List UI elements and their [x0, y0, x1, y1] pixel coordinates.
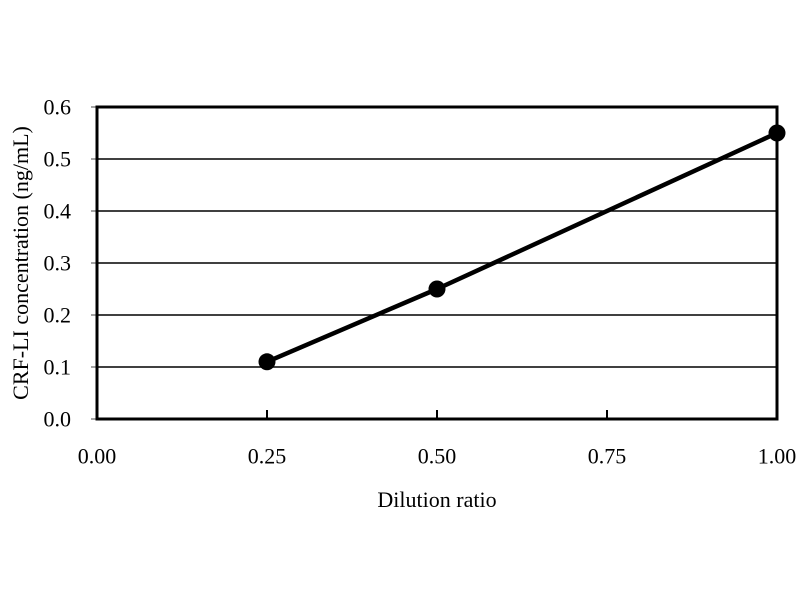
data-point — [768, 124, 786, 142]
y-tick-label: 0.2 — [44, 303, 72, 328]
y-tick-label: 0.3 — [44, 251, 72, 276]
y-tick-label: 0.1 — [44, 355, 72, 380]
y-tick-label: 0.0 — [44, 407, 72, 432]
x-tick-label: 0.75 — [588, 444, 627, 469]
y-axis-title: CRF-LI concentration (ng/mL) — [8, 126, 33, 400]
x-tick-label: 0.25 — [248, 444, 287, 469]
x-tick-label: 0.50 — [418, 444, 457, 469]
data-point — [428, 280, 446, 298]
data-line — [264, 130, 780, 365]
y-tick-label: 0.5 — [44, 147, 72, 172]
plot-frame — [95, 105, 779, 421]
y-tick-label: 0.4 — [44, 199, 72, 224]
x-tick-label: 1.00 — [758, 444, 797, 469]
y-tick-label: 0.6 — [44, 95, 72, 120]
x-tick-label: 0.00 — [78, 444, 117, 469]
data-point — [258, 353, 276, 371]
x-axis-title: Dilution ratio — [377, 487, 497, 512]
